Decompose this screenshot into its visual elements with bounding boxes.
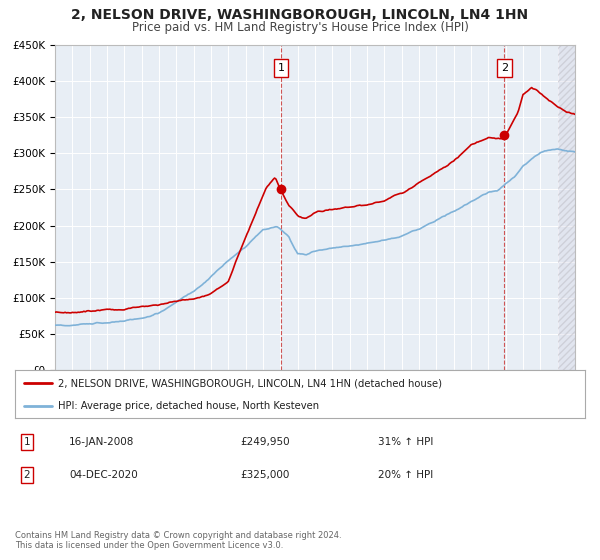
Text: 2: 2	[23, 470, 31, 480]
Text: £249,950: £249,950	[240, 437, 290, 447]
Text: HPI: Average price, detached house, North Kesteven: HPI: Average price, detached house, Nort…	[58, 400, 319, 410]
Text: 1: 1	[23, 437, 31, 447]
Text: Price paid vs. HM Land Registry's House Price Index (HPI): Price paid vs. HM Land Registry's House …	[131, 21, 469, 34]
Text: 20% ↑ HPI: 20% ↑ HPI	[378, 470, 433, 480]
Text: 04-DEC-2020: 04-DEC-2020	[69, 470, 138, 480]
Text: 2, NELSON DRIVE, WASHINGBOROUGH, LINCOLN, LN4 1HN: 2, NELSON DRIVE, WASHINGBOROUGH, LINCOLN…	[71, 8, 529, 22]
Text: 1: 1	[278, 63, 284, 73]
Text: 2: 2	[501, 63, 508, 73]
Text: £325,000: £325,000	[240, 470, 289, 480]
Text: Contains HM Land Registry data © Crown copyright and database right 2024.
This d: Contains HM Land Registry data © Crown c…	[15, 530, 341, 550]
Bar	[557, 45, 575, 370]
Text: 31% ↑ HPI: 31% ↑ HPI	[378, 437, 433, 447]
Text: 2, NELSON DRIVE, WASHINGBOROUGH, LINCOLN, LN4 1HN (detached house): 2, NELSON DRIVE, WASHINGBOROUGH, LINCOLN…	[58, 379, 442, 389]
Bar	[557, 45, 575, 370]
Text: 16-JAN-2008: 16-JAN-2008	[69, 437, 134, 447]
